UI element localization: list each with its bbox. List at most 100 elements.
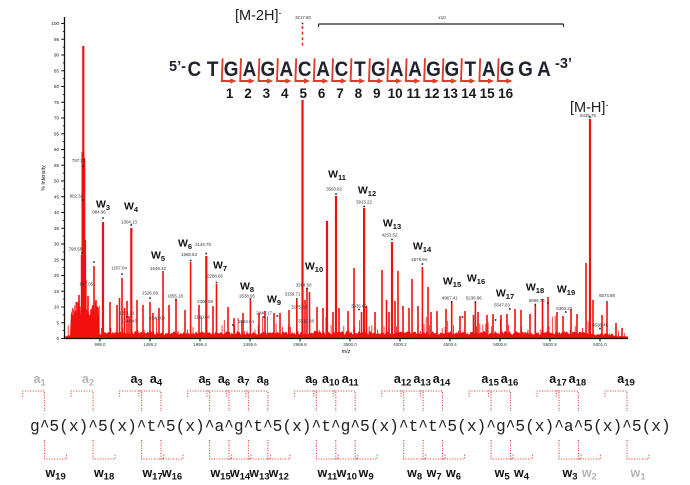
svg-text:2999.8: 2999.8 [293, 342, 307, 347]
svg-text:A: A [408, 58, 422, 81]
svg-text:15: 15 [480, 86, 496, 101]
svg-text:5236.96: 5236.96 [466, 296, 482, 301]
svg-text:90: 90 [54, 53, 60, 58]
svg-text:10: 10 [388, 86, 403, 101]
svg-text:1: 1 [226, 86, 234, 101]
svg-text:3936.62: 3936.62 [351, 304, 367, 309]
svg-text:1855.18: 1855.18 [167, 294, 183, 299]
svg-text:95: 95 [54, 37, 60, 42]
svg-text:A: A [482, 58, 496, 81]
svg-text:50: 50 [54, 179, 60, 184]
svg-text:6574.88: 6574.88 [599, 293, 615, 298]
svg-text:15: 15 [54, 289, 60, 294]
svg-text:2144.70: 2144.70 [195, 242, 211, 247]
svg-text:2940.17: 2940.17 [256, 311, 272, 316]
svg-text:1649.32: 1649.32 [150, 266, 166, 271]
svg-text:1499.2: 1499.2 [143, 342, 157, 347]
svg-text:55: 55 [54, 163, 60, 168]
svg-text:2638.95: 2638.95 [239, 294, 255, 299]
svg-text:3312.08: 3312.08 [298, 319, 314, 324]
svg-text:1968.63: 1968.63 [181, 252, 197, 257]
svg-text:80: 80 [54, 84, 60, 89]
svg-text:65: 65 [54, 131, 60, 136]
svg-text:5547.03: 5547.03 [494, 302, 510, 307]
svg-text:G: G [371, 58, 386, 81]
svg-text:1207.04: 1207.04 [111, 266, 127, 271]
svg-text:20: 20 [54, 273, 60, 278]
svg-text:70: 70 [54, 116, 60, 121]
svg-text:1640.09: 1640.09 [149, 316, 165, 321]
svg-text:1344.45: 1344.45 [121, 319, 137, 324]
svg-text:T: T [207, 58, 219, 81]
svg-text:2288.66: 2288.66 [207, 274, 223, 279]
svg-text:C: C [187, 58, 201, 81]
svg-text:9: 9 [373, 86, 381, 101]
svg-text:G: G [426, 58, 441, 81]
svg-text:5500.8: 5500.8 [543, 342, 557, 347]
svg-text:16: 16 [498, 86, 514, 101]
svg-text:3593.82: 3593.82 [326, 187, 342, 192]
svg-text:1304.13: 1304.13 [121, 220, 137, 225]
svg-text:C: C [335, 58, 349, 81]
svg-text:4967.41: 4967.41 [442, 296, 458, 301]
svg-text:987.05: 987.05 [80, 282, 94, 287]
svg-text:802.32: 802.32 [70, 194, 84, 199]
svg-text:40: 40 [54, 210, 60, 215]
svg-text:-3’: -3’ [555, 56, 572, 72]
svg-text:4: 4 [281, 86, 289, 101]
svg-text:45: 45 [54, 194, 60, 199]
svg-text:2300.58: 2300.58 [197, 299, 213, 304]
svg-text:2634.64: 2634.64 [238, 319, 254, 324]
svg-text:2: 2 [244, 86, 252, 101]
svg-text:3: 3 [263, 86, 271, 101]
svg-text:85: 85 [54, 68, 60, 73]
svg-text:11: 11 [406, 86, 421, 101]
svg-text:60: 60 [54, 147, 60, 152]
svg-text:4000.2: 4000.2 [393, 342, 407, 347]
svg-text:4500.4: 4500.4 [443, 342, 457, 347]
svg-text:1321.21: 1321.21 [119, 311, 135, 316]
svg-text:25: 25 [54, 257, 60, 262]
svg-text:4253.52: 4253.52 [382, 233, 398, 238]
svg-text:984.96: 984.96 [92, 210, 106, 215]
svg-text:C: C [298, 58, 312, 81]
svg-text:75: 75 [54, 100, 60, 105]
svg-text:6001.0: 6001.0 [593, 342, 607, 347]
svg-text:G: G [445, 58, 460, 81]
svg-text:[M-H]-: [M-H]- [570, 100, 608, 116]
svg-text:3913.22: 3913.22 [356, 200, 372, 205]
svg-text:A: A [279, 58, 293, 81]
svg-text:30: 30 [54, 242, 60, 247]
svg-text:6435.75: 6435.75 [580, 113, 596, 118]
svg-text:999.0: 999.0 [95, 342, 107, 347]
svg-text:13: 13 [443, 86, 459, 101]
svg-text:7: 7 [336, 86, 344, 101]
svg-text:G: G [518, 58, 533, 81]
svg-text:3500.0: 3500.0 [343, 342, 357, 347]
svg-text:100: 100 [51, 21, 59, 26]
svg-text:6638.48: 6638.48 [592, 323, 608, 328]
svg-text:5000.6: 5000.6 [493, 342, 507, 347]
svg-text:0: 0 [56, 336, 59, 341]
svg-text:4578.94: 4578.94 [411, 257, 427, 262]
svg-text:35: 35 [54, 226, 60, 231]
svg-text:m/z: m/z [342, 349, 351, 355]
svg-text:A: A [316, 58, 330, 81]
svg-text:12: 12 [424, 86, 439, 101]
svg-text:8: 8 [355, 86, 363, 101]
svg-text:798.58: 798.58 [69, 247, 83, 252]
svg-text:1999.4: 1999.4 [193, 342, 207, 347]
svg-text:5: 5 [56, 320, 59, 325]
svg-text:5: 5 [299, 86, 307, 101]
svg-text:[M-2H]-: [M-2H]- [235, 8, 282, 24]
svg-text:14: 14 [461, 86, 477, 101]
svg-text:g^5(x)^5(x)^t^5(x)^a^g^t^5(x)^: g^5(x)^5(x)^t^5(x)^a^g^t^5(x)^t^g^5(x)^t… [30, 418, 671, 436]
svg-text:G: G [224, 58, 239, 81]
svg-text:% Intensity: % Intensity [41, 165, 47, 191]
svg-text:2499.6: 2499.6 [243, 342, 257, 347]
svg-text:10: 10 [54, 305, 60, 310]
svg-text:3294.50: 3294.50 [296, 283, 312, 288]
svg-text:797.25: 797.25 [72, 158, 86, 163]
svg-text:A: A [243, 58, 257, 81]
svg-text:2190.66: 2190.66 [194, 314, 210, 319]
